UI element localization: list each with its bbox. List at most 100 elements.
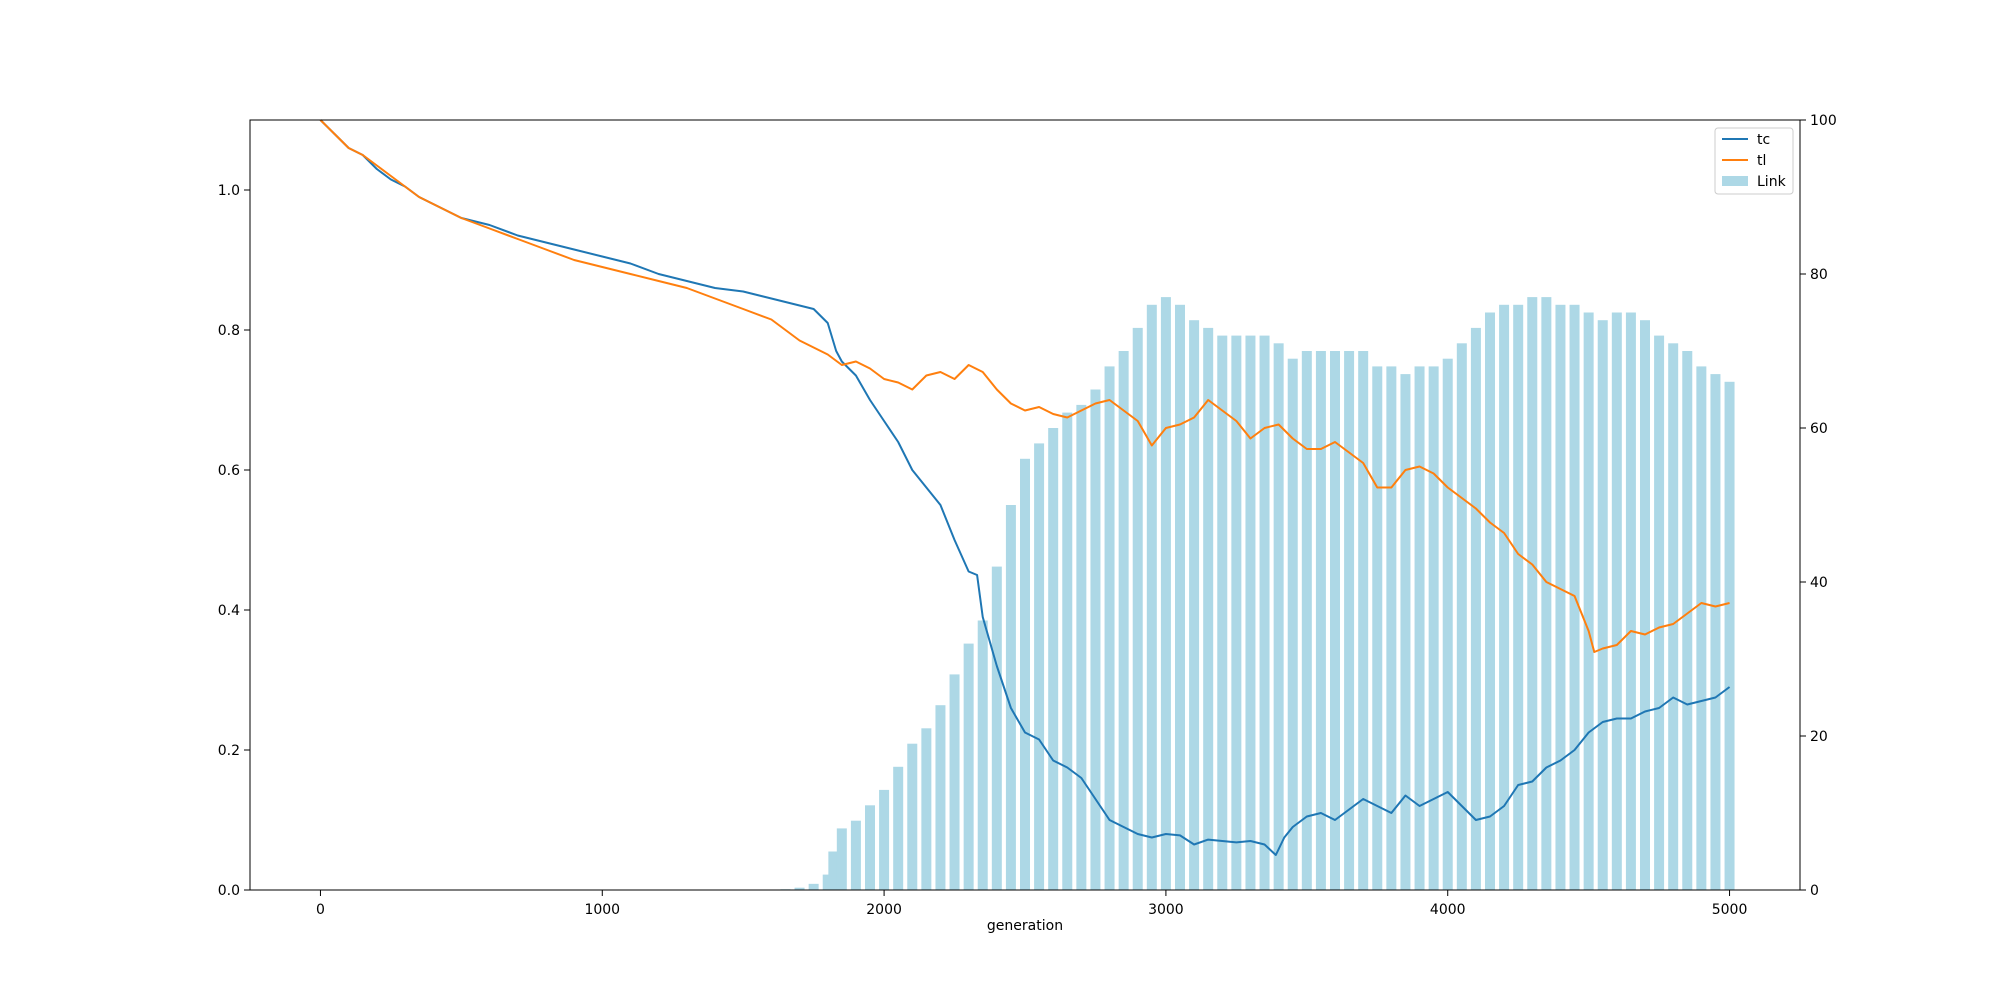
plot-frame bbox=[249, 119, 1801, 891]
link-bar bbox=[1696, 366, 1707, 890]
legend: tc tl Link bbox=[1714, 127, 1794, 195]
link-bar bbox=[1485, 312, 1495, 890]
legend-tl-label: tl bbox=[1757, 153, 1766, 169]
link-bar bbox=[1146, 304, 1157, 890]
x-tick-label: 5000 bbox=[1712, 902, 1748, 918]
link-bar bbox=[1034, 443, 1045, 890]
link-bar bbox=[1668, 343, 1679, 890]
link-bar bbox=[935, 705, 946, 890]
y-right-ticks: 0 20 40 60 80 100 bbox=[1800, 113, 1837, 899]
x-tick-label: 4000 bbox=[1430, 902, 1466, 918]
link-bar bbox=[1555, 304, 1566, 890]
link-bar bbox=[1330, 351, 1340, 890]
link-bar bbox=[1118, 351, 1129, 890]
x-tick-label: 2000 bbox=[866, 902, 902, 918]
y-left-tick-label: 0.4 bbox=[218, 603, 240, 619]
link-bar bbox=[822, 874, 833, 890]
link-bar bbox=[1315, 351, 1326, 890]
link-bar bbox=[1470, 327, 1481, 890]
link-bar bbox=[977, 620, 988, 890]
legend-tc-label: tc bbox=[1757, 132, 1770, 148]
link-bar bbox=[1597, 320, 1608, 890]
link-bar bbox=[1527, 297, 1538, 891]
link-bar bbox=[1259, 335, 1270, 891]
link-bar bbox=[1625, 312, 1636, 890]
y-left-tick-label: 0.6 bbox=[218, 463, 240, 479]
link-bar bbox=[1710, 374, 1721, 891]
y-right-tick-label: 60 bbox=[1810, 421, 1828, 437]
link-bar bbox=[1217, 335, 1228, 891]
y-left-ticks: 0.0 0.2 0.4 0.6 0.8 1.0 bbox=[218, 183, 250, 899]
link-bar bbox=[1231, 335, 1242, 891]
link-bar bbox=[1611, 312, 1622, 890]
link-bar bbox=[865, 805, 875, 890]
link-bar bbox=[1372, 366, 1383, 890]
x-tick-label: 0 bbox=[316, 902, 325, 918]
legend-link-label: Link bbox=[1757, 174, 1787, 190]
link-bar bbox=[1203, 327, 1214, 890]
y-right-tick-label: 100 bbox=[1810, 113, 1837, 129]
link-bar bbox=[893, 766, 904, 890]
y-left-tick-label: 0.8 bbox=[218, 323, 240, 339]
link-bar bbox=[949, 674, 960, 890]
lines-layer bbox=[319, 119, 1731, 856]
link-bar bbox=[1414, 366, 1425, 890]
link-bar bbox=[907, 743, 918, 890]
bars-layer bbox=[780, 297, 1735, 891]
link-bar bbox=[1160, 297, 1171, 891]
x-tick-label: 3000 bbox=[1148, 902, 1184, 918]
link-bar bbox=[850, 820, 861, 890]
y-left-tick-label: 0.0 bbox=[218, 883, 240, 899]
link-bar bbox=[1048, 428, 1059, 890]
link-bar bbox=[1301, 351, 1312, 890]
link-bar bbox=[963, 643, 974, 890]
link-bar bbox=[808, 883, 819, 890]
tl-series-line bbox=[319, 119, 1730, 653]
link-bar bbox=[991, 566, 1002, 890]
link-bar bbox=[1640, 320, 1650, 890]
link-bar bbox=[1005, 505, 1016, 890]
x-axis-label: generation bbox=[987, 918, 1063, 934]
link-bar bbox=[828, 851, 839, 890]
link-bar bbox=[1682, 351, 1693, 890]
link-bar bbox=[1442, 358, 1453, 890]
link-bar bbox=[1189, 320, 1200, 890]
link-bar bbox=[1245, 335, 1256, 891]
link-bar bbox=[1062, 412, 1073, 890]
link-bar bbox=[1020, 458, 1030, 890]
link-bar bbox=[1344, 351, 1355, 890]
link-bar bbox=[1428, 366, 1439, 890]
y-right-tick-label: 20 bbox=[1810, 729, 1828, 745]
x-ticks: 0 1000 2000 3000 4000 5000 bbox=[316, 890, 1747, 918]
link-bar bbox=[1724, 381, 1735, 890]
link-bar bbox=[1076, 404, 1087, 890]
link-bar bbox=[879, 789, 890, 890]
link-bar bbox=[1090, 389, 1101, 890]
link-bar bbox=[1386, 366, 1397, 890]
link-bar bbox=[1273, 343, 1284, 890]
y-left-tick-label: 0.2 bbox=[218, 743, 240, 759]
y-right-tick-label: 0 bbox=[1810, 883, 1819, 899]
link-bar bbox=[1456, 343, 1467, 890]
y-right-tick-label: 80 bbox=[1810, 267, 1828, 283]
link-bar bbox=[836, 828, 847, 890]
link-bar bbox=[1499, 304, 1510, 890]
x-tick-label: 1000 bbox=[584, 902, 620, 918]
link-bar bbox=[1654, 335, 1665, 891]
link-bar bbox=[1358, 351, 1369, 890]
link-bar bbox=[921, 728, 932, 890]
y-right-tick-label: 40 bbox=[1810, 575, 1828, 591]
link-bar bbox=[1541, 297, 1552, 891]
link-bar bbox=[794, 887, 805, 890]
tc-series-line bbox=[319, 119, 1731, 856]
link-bar bbox=[1513, 304, 1524, 890]
legend-link-swatch bbox=[1722, 176, 1748, 186]
link-bar bbox=[1132, 327, 1143, 890]
link-bar bbox=[1104, 366, 1115, 890]
y-left-tick-label: 1.0 bbox=[218, 183, 240, 199]
link-bar bbox=[1175, 304, 1185, 890]
link-bar bbox=[1583, 312, 1594, 890]
link-bar bbox=[1400, 374, 1411, 891]
